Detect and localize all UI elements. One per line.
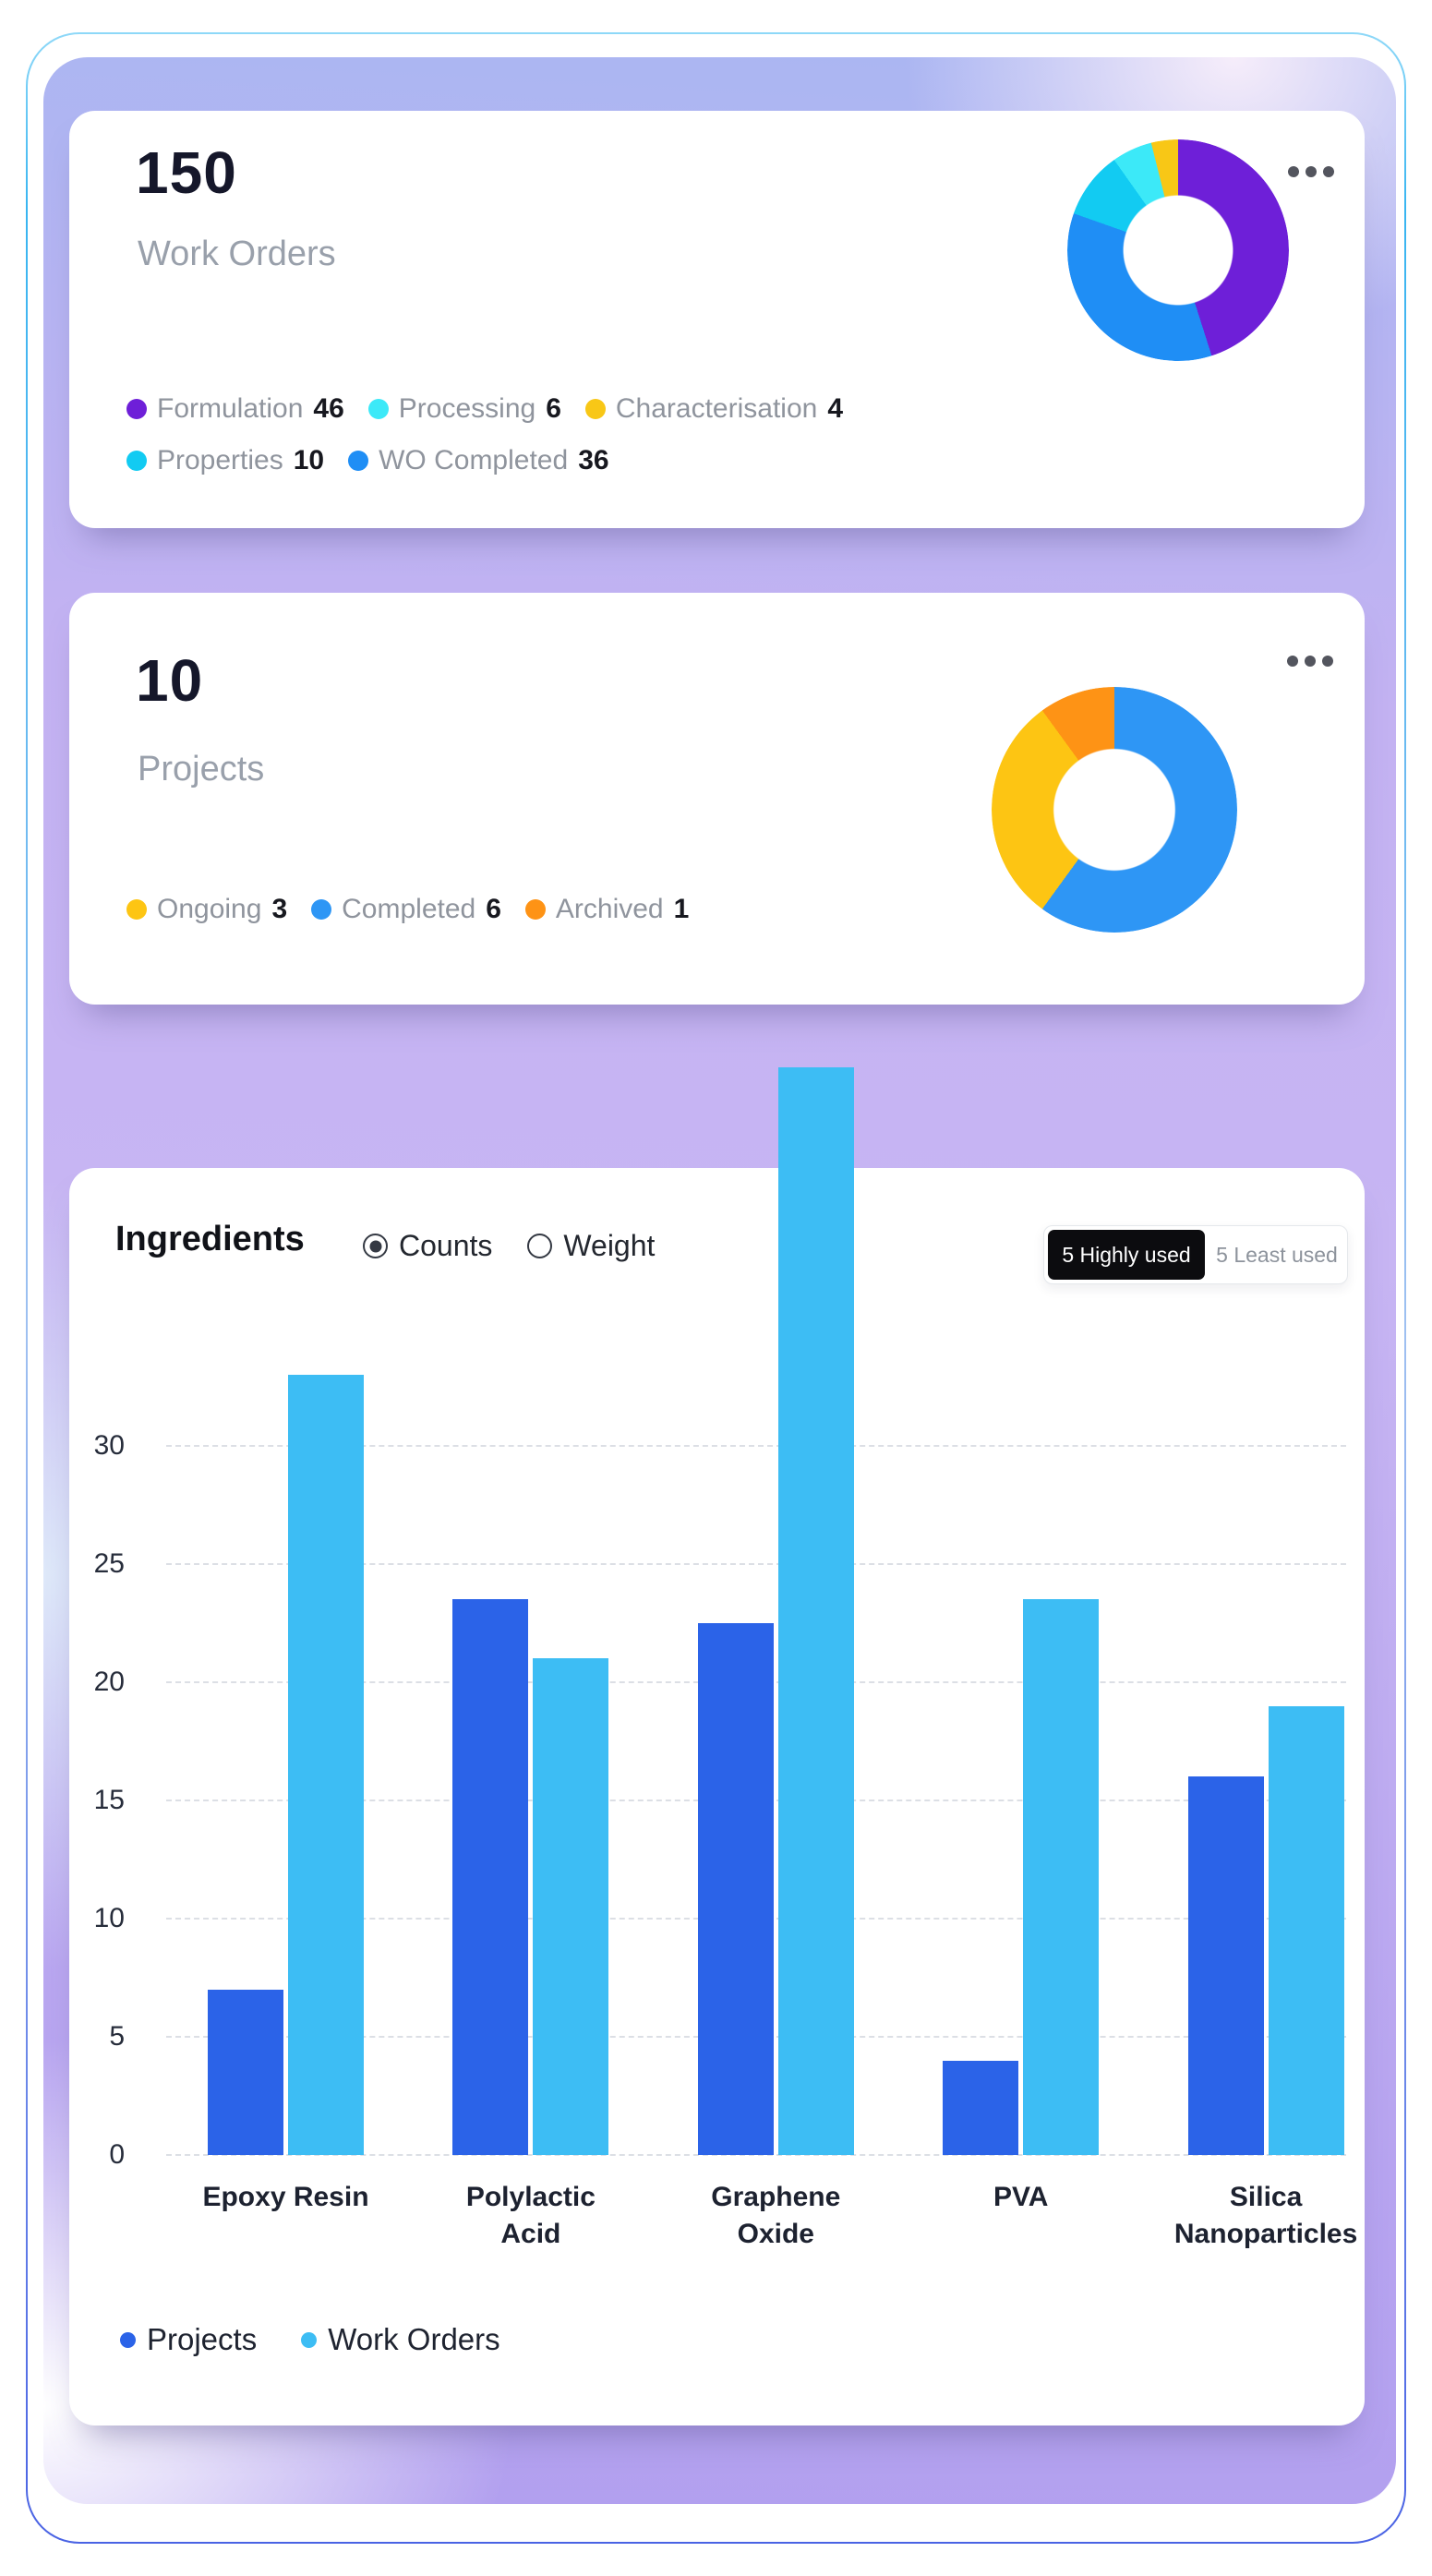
legend-dot-icon: [301, 2331, 318, 2348]
projects-card: 10 Projects Ongoing 3 Completed 6 Archived 1: [69, 593, 1365, 1005]
radio-weight-label: Weight: [563, 1229, 656, 1262]
y-tick-label: 20: [93, 1667, 125, 1697]
legend-item: Completed 6: [311, 894, 501, 925]
chart-legend-item: Work Orders: [301, 2322, 500, 2357]
work-orders-legend: Formulation 46 Processing 6 Characterisation…: [126, 393, 843, 476]
y-tick-label: 25: [93, 1548, 125, 1579]
bar-projects: [943, 2060, 1019, 2155]
projects-count: 10: [136, 647, 204, 714]
category-label: Polylactic Acid: [465, 2182, 596, 2249]
category-label: Silica Nanoparticles: [1173, 2182, 1358, 2249]
bar-projects: [208, 1989, 283, 2155]
bar-work-orders: [288, 1375, 364, 2155]
bar-chart-legend: Projects Work Orders: [120, 2322, 500, 2357]
legend-label: Characterisation: [615, 393, 818, 424]
legend-row: Properties 10 WO Completed 36: [126, 445, 843, 476]
bar-projects: [452, 1599, 529, 2155]
y-tick-label: 10: [93, 1903, 125, 1933]
bar-projects: [697, 1623, 774, 2155]
chart-legend-label: Projects: [147, 2322, 258, 2356]
usage-toggle: 5 Highly used 5 Least used: [1043, 1225, 1348, 1284]
radio-unselected-icon: [527, 1234, 553, 1258]
legend-label: Archived: [555, 894, 664, 924]
gridline: [166, 1563, 1346, 1565]
ellipsis-menu-icon[interactable]: [1288, 166, 1334, 177]
legend-value: 10: [293, 445, 325, 475]
legend-dot-icon: [524, 899, 546, 920]
ingredients-card: Ingredients Counts Weight 5 Highly used …: [69, 1067, 1365, 2426]
legend-value: 6: [546, 393, 561, 424]
legend-item: Properties 10: [126, 445, 324, 476]
radio-selected-icon: [363, 1234, 388, 1258]
legend-item: Processing 6: [367, 393, 561, 425]
legend-dot-icon: [348, 451, 369, 471]
legend-value: 6: [486, 894, 501, 924]
radio-weight[interactable]: Weight: [527, 1229, 655, 1263]
legend-item: WO Completed 36: [348, 445, 609, 476]
gridline: [166, 2154, 1346, 2156]
legend-item: Archived 1: [524, 894, 690, 925]
y-tick-label: 0: [109, 2139, 125, 2170]
work-orders-card: 150 Work Orders Formulation 46 Processing 6…: [69, 111, 1365, 528]
legend-label: Completed: [342, 894, 476, 924]
bar-work-orders: [533, 1658, 609, 2155]
legend-item: Characterisation 4: [584, 393, 843, 425]
y-tick-label: 5: [109, 2021, 125, 2052]
least-used-button[interactable]: 5 Least used: [1216, 1242, 1338, 1267]
ingredients-title: Ingredients: [115, 1220, 305, 1258]
work-orders-count: 150: [136, 139, 237, 206]
projects-title: Projects: [138, 750, 265, 788]
projects-legend: Ongoing 3 Completed 6 Archived 1: [126, 894, 689, 925]
legend-label: Ongoing: [157, 894, 262, 924]
legend-dot-icon: [367, 399, 389, 419]
ellipsis-menu-icon[interactable]: [1287, 656, 1333, 667]
legend-value: 36: [578, 445, 609, 475]
legend-dot-icon: [126, 451, 147, 471]
legend-value: 3: [271, 894, 288, 924]
legend-dot-icon: [126, 399, 147, 419]
legend-label: Properties: [157, 445, 283, 475]
highly-used-button[interactable]: 5 Highly used: [1048, 1230, 1205, 1280]
chart-legend-item: Projects: [120, 2322, 257, 2357]
legend-label: WO Completed: [379, 445, 569, 475]
legend-dot-icon: [311, 899, 332, 920]
legend-dot-icon: [126, 899, 147, 920]
gridline: [166, 1445, 1346, 1447]
legend-label: Processing: [398, 393, 536, 424]
bar-work-orders: [1023, 1599, 1100, 2155]
y-tick-label: 15: [93, 1785, 125, 1815]
legend-item: Ongoing 3: [126, 894, 287, 925]
legend-value: 1: [673, 894, 690, 924]
legend-dot-icon: [584, 399, 606, 419]
category-label: PVA: [993, 2182, 1049, 2212]
legend-value: 46: [313, 393, 344, 424]
chart-legend-label: Work Orders: [328, 2322, 500, 2356]
bar-chart-area: 0 5 10 15 20 25 30 Epoxy Resin Polylactic Acid Gr…: [94, 1067, 1357, 2249]
work-orders-donut-chart: [1067, 139, 1289, 361]
projects-donut-chart: [992, 687, 1237, 933]
category-label: Epoxy Resin: [202, 2182, 369, 2212]
legend-value: 4: [827, 393, 843, 424]
radio-counts-label: Counts: [399, 1229, 493, 1262]
work-orders-title: Work Orders: [138, 235, 336, 273]
legend-row: Ongoing 3 Completed 6 Archived 1: [126, 894, 689, 925]
legend-item: Formulation 46: [126, 393, 344, 425]
legend-label: Formulation: [157, 393, 304, 424]
bar-work-orders: [777, 1067, 854, 2155]
radio-counts[interactable]: Counts: [363, 1229, 492, 1263]
bar-projects: [1187, 1776, 1264, 2155]
ingredients-mode-radios: Counts Weight: [363, 1229, 655, 1263]
legend-row: Formulation 46 Processing 6 Characterisation…: [126, 393, 843, 425]
category-label: Graphene Oxide: [711, 2182, 841, 2249]
y-tick-label: 30: [93, 1430, 125, 1461]
legend-dot-icon: [120, 2331, 136, 2348]
bar-work-orders: [1268, 1705, 1344, 2155]
